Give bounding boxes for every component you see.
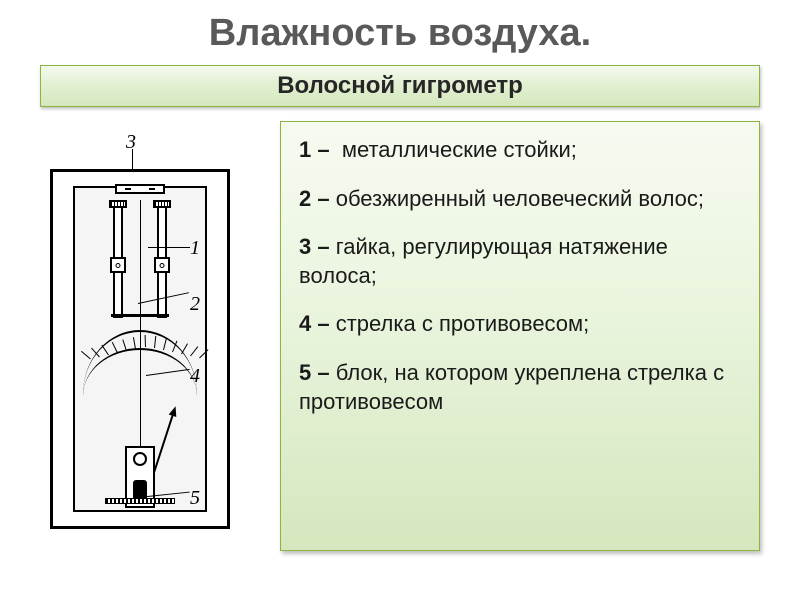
metal-post-right xyxy=(157,200,167,318)
legend-num: 1 – xyxy=(299,137,336,162)
legend-text: стрелка с противовесом; xyxy=(336,311,590,336)
diagram-column: 3 xyxy=(0,121,280,551)
post-cap-left xyxy=(109,200,127,208)
legend-item-5: 5 – блок, на котором укреплена стрелка с… xyxy=(299,359,743,416)
callout-4: 4 xyxy=(190,365,200,388)
callout-2: 2 xyxy=(190,293,200,316)
legend-num: 4 – xyxy=(299,311,336,336)
base-bar xyxy=(105,498,175,504)
legend-item-1: 1 – металлические стойки; xyxy=(299,136,743,165)
hygrometer-diagram: 3 xyxy=(30,131,250,551)
callout-5: 5 xyxy=(190,487,200,510)
hair-strand xyxy=(140,200,141,450)
post-cap-right xyxy=(153,200,171,208)
callout-1-leader xyxy=(148,247,190,248)
legend-item-4: 4 – стрелка с противовесом; xyxy=(299,310,743,339)
callout-3: 3 xyxy=(126,131,136,154)
post-mid-left xyxy=(110,257,126,273)
subtitle-bar: Волосной гигрометр xyxy=(40,65,760,107)
scale-arc xyxy=(83,330,197,400)
legend-text: металлические стойки; xyxy=(336,137,577,162)
legend-text: гайка, регулирующая натяжение волоса; xyxy=(299,234,668,288)
legend-num: 5 – xyxy=(299,360,336,385)
legend-num: 3 – xyxy=(299,234,336,259)
legend-text: обезжиренный человеческий волос; xyxy=(336,186,704,211)
legend-item-2: 2 – обезжиренный человеческий волос; xyxy=(299,185,743,214)
scale-ticks xyxy=(83,334,197,354)
page-title: Влажность воздуха. xyxy=(0,0,800,61)
pivot-wheel xyxy=(133,452,147,466)
device-inner-panel xyxy=(73,186,207,512)
device-outer-case xyxy=(50,169,230,529)
legend-text: блок, на котором укреплена стрелка с про… xyxy=(299,360,724,414)
legend-num: 2 – xyxy=(299,186,336,211)
metal-post-left xyxy=(113,200,123,318)
legend-item-3: 3 – гайка, регулирующая натяжение волоса… xyxy=(299,233,743,290)
legend-box: 1 – металлические стойки; 2 – обезжиренн… xyxy=(280,121,760,551)
post-mid-right xyxy=(154,257,170,273)
tension-nut xyxy=(115,184,165,194)
content-row: 3 xyxy=(0,121,800,551)
callout-1: 1 xyxy=(190,237,200,260)
